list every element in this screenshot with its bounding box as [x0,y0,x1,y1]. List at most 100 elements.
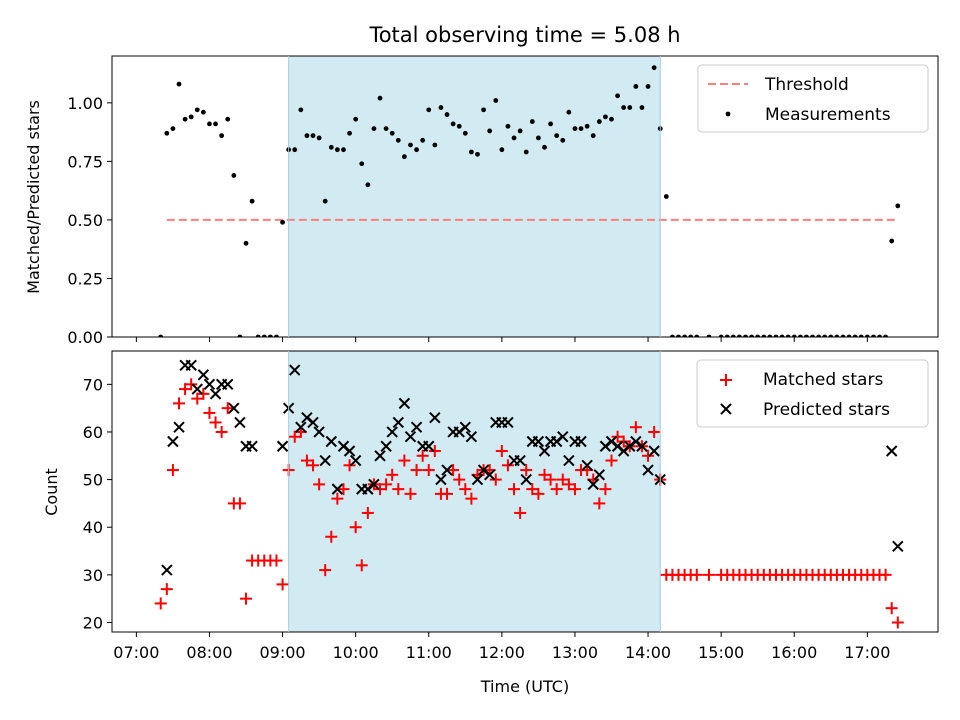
predicted-star-point [222,378,234,391]
top-ytick-label: 0.00 [67,328,103,347]
predicted-star-point [581,459,593,472]
xtick-label: 15:00 [698,643,744,662]
measurement-point [523,149,529,155]
bottom-ytick-label: 40 [83,518,103,537]
measurement-point [219,133,225,139]
predicted-star-point [161,564,173,576]
predicted-star-point [398,397,411,410]
measurement-point [663,194,669,199]
measurement-point [755,334,761,337]
measurement-point [353,116,359,122]
bottom-ytick-label: 60 [83,423,103,442]
xtick-label: 17:00 [844,643,890,662]
measurement-point [645,84,651,89]
bottom-legend-box [696,359,929,428]
matched-star-point [562,478,575,491]
measurement-point [670,334,675,337]
top-ytick-label: 0.50 [67,211,103,230]
measurement-point [822,334,828,337]
top-y-axis-label: Matched/Predicted stars [24,100,43,294]
matched-star-point [508,483,521,496]
matched-star-point [648,425,661,438]
top-legend-box [697,64,929,133]
matched-star-point [532,487,545,500]
measurement-point [450,121,456,127]
measurement-point [895,203,901,209]
measurement-point [560,137,566,143]
matched-star-point [453,473,466,486]
measurement-point [706,334,712,337]
predicted-star-point [289,364,301,376]
matched-star-point [355,559,368,572]
top-panel: 0.00 0.25 0.50 0.75 1.00 Total observing tim… [24,23,939,347]
measurement-point [182,116,188,122]
measurement-point [743,334,748,337]
measurement-point [414,147,419,153]
measurement-point [609,116,614,122]
measurement-point [347,130,352,136]
measurement-point [188,114,194,120]
predicted-star-point [368,478,380,491]
measurement-point [682,334,687,337]
measurement-point [377,95,383,101]
predicted-star-point [331,483,344,495]
measurement-point [639,105,645,110]
predicted-star-point [276,440,289,452]
matched-star-point [173,397,186,410]
matched-star-point [331,492,344,505]
measurement-point [371,126,377,131]
measurement-point [401,154,407,160]
measurement-point [365,182,371,188]
measurement-point [207,121,212,127]
measurement-point [578,126,584,131]
matched-star-point [191,392,204,405]
predicted-star-point [648,445,660,457]
measurement-point [420,137,426,143]
matched-star-point [642,449,655,462]
matched-star-point [544,473,557,486]
bottom-legend: Matched stars Predicted stars [696,359,929,428]
measurement-point [322,198,328,204]
predicted-star-point [885,445,898,457]
matched-star-point [459,483,472,496]
top-plot-frame [111,55,939,338]
measurement-point [304,133,310,139]
measurement-point [548,121,553,127]
measurement-point [761,334,767,337]
matched-star-point [386,468,399,481]
xtick-label: 13:00 [552,643,598,662]
bottom-ytick-label: 30 [83,566,103,585]
matched-star-point [489,473,502,486]
predicted-star-point [349,454,362,467]
matched-star-point [276,578,289,591]
matched-star-point [410,464,423,477]
xtick-label: 08:00 [186,643,232,662]
measurement-point [676,334,681,337]
matched-star-point [568,483,581,496]
matched-star-point [495,445,508,458]
measurement-point [737,334,742,337]
measurement-point [816,334,822,337]
measurement-point [542,144,547,150]
measurement-point [536,135,541,141]
predicted-star-point [313,426,325,438]
measurement-point [773,334,779,337]
measurement-point [493,98,499,103]
top-ytick-label: 0.75 [67,152,103,171]
matched-star-point [361,506,374,519]
predicted-star-point [404,431,417,443]
legend-predicted-label: Predicted stars [763,400,890,420]
top-observing-window-shade [288,56,661,337]
measurement-point [334,147,340,153]
predicted-star-point [471,473,484,486]
predicted-star-point [538,445,551,457]
measurement-point [621,105,627,110]
measurement-point [627,105,633,110]
measurement-point [785,334,791,337]
measurement-point [871,334,876,337]
measurement-point [444,112,450,117]
predicted-star-point [587,478,599,491]
measurement-point [572,126,578,131]
measurement-point [255,334,261,337]
